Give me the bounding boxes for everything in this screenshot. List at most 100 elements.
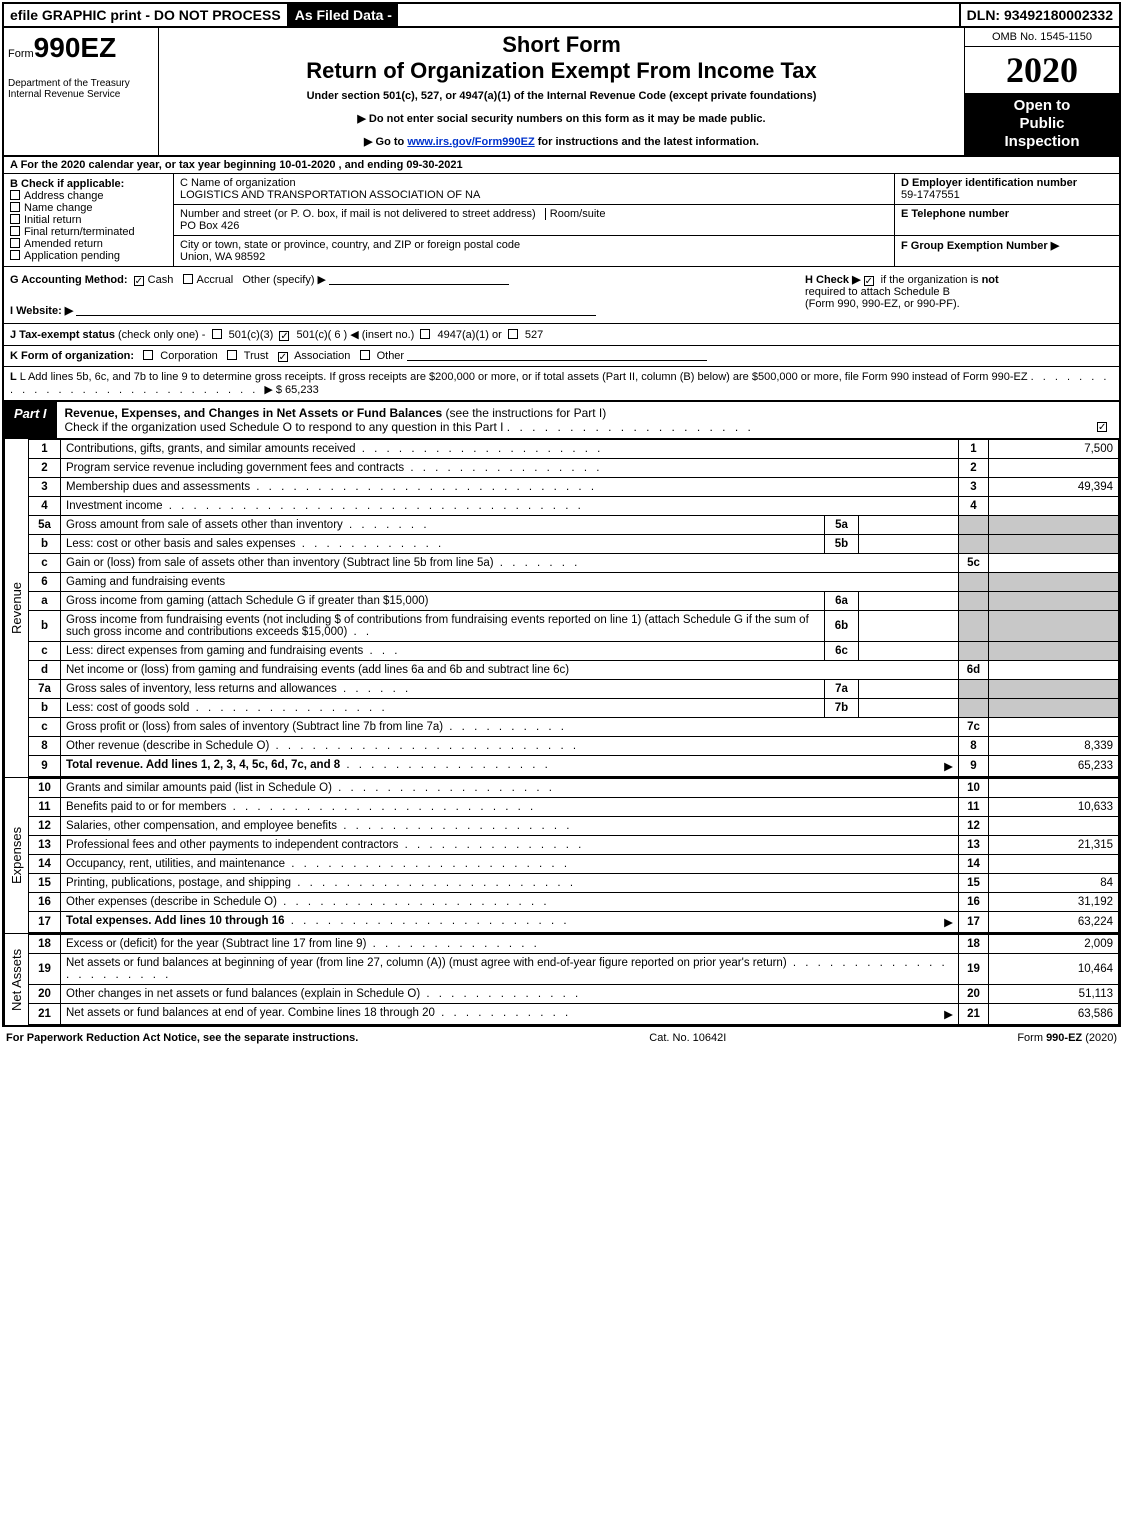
chk-trust[interactable] bbox=[227, 350, 237, 360]
website-blank[interactable] bbox=[76, 305, 596, 316]
c-addr-label: Number and street (or P. O. box, if mail… bbox=[180, 208, 536, 220]
block-bcdef: B Check if applicable: Address change Na… bbox=[4, 174, 1119, 267]
h-text3: required to attach Schedule B bbox=[805, 286, 950, 298]
desc: Grants and similar amounts paid (list in… bbox=[61, 779, 959, 798]
chk-application-pending[interactable]: Application pending bbox=[10, 250, 167, 262]
grey bbox=[959, 642, 989, 661]
other-blank[interactable] bbox=[329, 274, 509, 285]
chk-501c3[interactable] bbox=[212, 329, 222, 339]
subnum: 5b bbox=[825, 535, 859, 554]
chk-accrual[interactable] bbox=[183, 274, 193, 284]
line-21: 21Net assets or fund balances at end of … bbox=[29, 1004, 1119, 1025]
chk-assoc[interactable] bbox=[278, 352, 288, 362]
lbl-assoc: Association bbox=[294, 350, 350, 362]
lnum: 15 bbox=[29, 874, 61, 893]
chk-amended-return[interactable]: Amended return bbox=[10, 238, 167, 250]
rnum: 4 bbox=[959, 497, 989, 516]
line-3: 3Membership dues and assessments . . . .… bbox=[29, 478, 1119, 497]
form-header: Form990EZ Department of the Treasury Int… bbox=[4, 28, 1119, 157]
form-number-big: 990EZ bbox=[34, 32, 117, 63]
rval: 84 bbox=[989, 874, 1119, 893]
other-org-blank[interactable] bbox=[407, 350, 707, 361]
line-18: 18Excess or (deficit) for the year (Subt… bbox=[29, 935, 1119, 954]
rval: 31,192 bbox=[989, 893, 1119, 912]
chk-501c[interactable] bbox=[279, 331, 289, 341]
h-text2: if the organization is bbox=[881, 274, 979, 286]
lnum: 11 bbox=[29, 798, 61, 817]
chk-527[interactable] bbox=[508, 329, 518, 339]
lbl-name-change: Name change bbox=[24, 202, 93, 214]
desc: Gross income from fundraising events (no… bbox=[61, 611, 825, 642]
dept-treasury: Department of the Treasury bbox=[8, 78, 154, 89]
rnum: 7c bbox=[959, 718, 989, 737]
chk-final-return[interactable]: Final return/terminated bbox=[10, 226, 167, 238]
footer-mid: Cat. No. 10642I bbox=[649, 1032, 726, 1044]
side-netassets: Net Assets bbox=[4, 934, 28, 1025]
lbl-amended-return: Amended return bbox=[24, 238, 103, 250]
revenue-table: 1Contributions, gifts, grants, and simil… bbox=[28, 439, 1119, 777]
footer-left: For Paperwork Reduction Act Notice, see … bbox=[6, 1032, 358, 1044]
chk-cash[interactable] bbox=[134, 276, 144, 286]
rnum: 10 bbox=[959, 779, 989, 798]
grey bbox=[989, 573, 1119, 592]
lnum: 17 bbox=[29, 912, 61, 933]
line-7a: 7aGross sales of inventory, less returns… bbox=[29, 680, 1119, 699]
desc: Less: cost of goods sold . . . . . . . .… bbox=[61, 699, 825, 718]
rval bbox=[989, 661, 1119, 680]
lbl-527: 527 bbox=[525, 329, 543, 341]
subval bbox=[859, 592, 959, 611]
line-10: 10Grants and similar amounts paid (list … bbox=[29, 779, 1119, 798]
chk-4947[interactable] bbox=[420, 329, 430, 339]
line-4: 4Investment income . . . . . . . . . . .… bbox=[29, 497, 1119, 516]
row-ghi: G Accounting Method: Cash Accrual Other … bbox=[4, 267, 1119, 324]
part1-header: Part I Revenue, Expenses, and Changes in… bbox=[4, 402, 1119, 439]
chk-initial-return[interactable]: Initial return bbox=[10, 214, 167, 226]
line-11: 11Benefits paid to or for members . . . … bbox=[29, 798, 1119, 817]
line-7c: cGross profit or (loss) from sales of in… bbox=[29, 718, 1119, 737]
chk-address-change[interactable]: Address change bbox=[10, 190, 167, 202]
lnum: 1 bbox=[29, 440, 61, 459]
chk-name-change[interactable]: Name change bbox=[10, 202, 167, 214]
subnum: 6b bbox=[825, 611, 859, 642]
desc: Net assets or fund balances at end of ye… bbox=[61, 1004, 959, 1025]
netassets-table: 18Excess or (deficit) for the year (Subt… bbox=[28, 934, 1119, 1025]
rnum: 6d bbox=[959, 661, 989, 680]
netassets-lines: 18Excess or (deficit) for the year (Subt… bbox=[28, 934, 1119, 1025]
desc: Professional fees and other payments to … bbox=[61, 836, 959, 855]
rval: 51,113 bbox=[989, 985, 1119, 1004]
expenses-lines: 10Grants and similar amounts paid (list … bbox=[28, 778, 1119, 933]
l-text: L Add lines 5b, 6c, and 7b to line 9 to … bbox=[20, 371, 1028, 383]
d-ein-label: D Employer identification number bbox=[901, 177, 1113, 189]
rnum: 11 bbox=[959, 798, 989, 817]
part1-label: Part I bbox=[4, 402, 57, 438]
rnum: 12 bbox=[959, 817, 989, 836]
c-city-label: City or town, state or province, country… bbox=[180, 239, 888, 251]
rval: 8,339 bbox=[989, 737, 1119, 756]
chk-h[interactable] bbox=[864, 276, 874, 286]
subnum: 6a bbox=[825, 592, 859, 611]
revenue-lines: 1Contributions, gifts, grants, and simil… bbox=[28, 439, 1119, 777]
desc: Gross sales of inventory, less returns a… bbox=[61, 680, 825, 699]
lbl-cash: Cash bbox=[148, 274, 174, 286]
chk-other-org[interactable] bbox=[360, 350, 370, 360]
e-phone-row: E Telephone number bbox=[895, 205, 1119, 236]
rnum: 17 bbox=[959, 912, 989, 933]
irs-link[interactable]: www.irs.gov/Form990EZ bbox=[407, 136, 534, 148]
lbl-application-pending: Application pending bbox=[24, 250, 120, 262]
lnum: d bbox=[29, 661, 61, 680]
under-section: Under section 501(c), 527, or 4947(a)(1)… bbox=[163, 90, 960, 102]
chk-schedule-o[interactable] bbox=[1097, 422, 1107, 432]
grey bbox=[989, 680, 1119, 699]
grey bbox=[989, 642, 1119, 661]
col-c: C Name of organization LOGISTICS AND TRA… bbox=[174, 174, 894, 266]
side-revenue: Revenue bbox=[4, 439, 28, 777]
rval: 10,633 bbox=[989, 798, 1119, 817]
lnum: 18 bbox=[29, 935, 61, 954]
grey bbox=[989, 611, 1119, 642]
subval bbox=[859, 680, 959, 699]
b-heading: B Check if applicable: bbox=[10, 178, 167, 190]
line-2: 2Program service revenue including gover… bbox=[29, 459, 1119, 478]
col-def: D Employer identification number 59-1747… bbox=[894, 174, 1119, 266]
chk-corp[interactable] bbox=[143, 350, 153, 360]
desc: Net assets or fund balances at beginning… bbox=[61, 954, 959, 985]
